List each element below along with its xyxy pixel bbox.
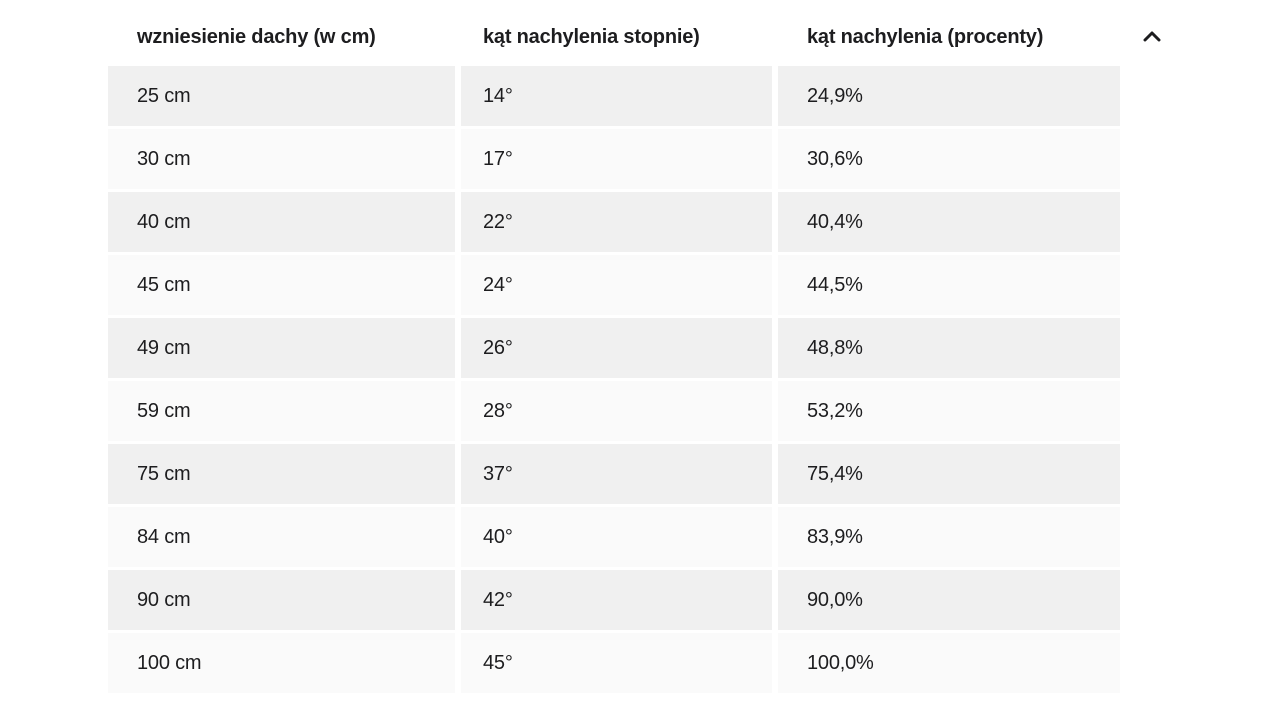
table-row: 49 cm 26° 48,8%	[108, 318, 1178, 378]
table-cell: 24°	[461, 255, 772, 315]
table-row: 84 cm 40° 83,9%	[108, 507, 1178, 567]
sort-button[interactable]	[1137, 25, 1167, 49]
table-cell: 22°	[461, 192, 772, 252]
table-cell: 49 cm	[108, 318, 455, 378]
roof-pitch-table: wzniesienie dachy (w cm) kąt nachylenia …	[108, 8, 1178, 696]
table-cell: 40,4%	[778, 192, 1120, 252]
table-cell: 83,9%	[778, 507, 1120, 567]
table-row: 90 cm 42° 90,0%	[108, 570, 1178, 630]
table-cell: 45°	[461, 633, 772, 693]
table-cell: 30,6%	[778, 129, 1120, 189]
table-row: 40 cm 22° 40,4%	[108, 192, 1178, 252]
table-cell: 25 cm	[108, 66, 455, 126]
table-cell: 17°	[461, 129, 772, 189]
table-cell: 48,8%	[778, 318, 1120, 378]
column-header-kat-procenty: kąt nachylenia (procenty)	[807, 25, 1044, 48]
table-cell: 75 cm	[108, 444, 455, 504]
table-cell: 42°	[461, 570, 772, 630]
table-cell: 45 cm	[108, 255, 455, 315]
column-header-kat-stopnie: kąt nachylenia stopnie)	[483, 25, 700, 48]
table-cell: 24,9%	[778, 66, 1120, 126]
chevron-up-icon	[1139, 27, 1165, 47]
table-cell: 37°	[461, 444, 772, 504]
table-row: 75 cm 37° 75,4%	[108, 444, 1178, 504]
table-cell: 75,4%	[778, 444, 1120, 504]
table-cell: 100 cm	[108, 633, 455, 693]
table-row: 30 cm 17° 30,6%	[108, 129, 1178, 189]
table-body: 25 cm 14° 24,9% 30 cm 17° 30,6% 40 cm 22° 40,4% 4…	[108, 66, 1178, 693]
table-cell: 100,0%	[778, 633, 1120, 693]
table-cell: 90 cm	[108, 570, 455, 630]
table-cell: 14°	[461, 66, 772, 126]
table-cell: 26°	[461, 318, 772, 378]
table-cell: 28°	[461, 381, 772, 441]
table-row: 45 cm 24° 44,5%	[108, 255, 1178, 315]
table-row: 59 cm 28° 53,2%	[108, 381, 1178, 441]
table-row: 100 cm 45° 100,0%	[108, 633, 1178, 693]
column-header-wzniesienie: wzniesienie dachy (w cm)	[137, 25, 376, 48]
table-header: wzniesienie dachy (w cm) kąt nachylenia …	[108, 8, 1178, 66]
table-cell: 59 cm	[108, 381, 455, 441]
table-cell: 40°	[461, 507, 772, 567]
table-row: 25 cm 14° 24,9%	[108, 66, 1178, 126]
table-cell: 44,5%	[778, 255, 1120, 315]
table-cell: 30 cm	[108, 129, 455, 189]
table-cell: 90,0%	[778, 570, 1120, 630]
table-cell: 84 cm	[108, 507, 455, 567]
table-cell: 40 cm	[108, 192, 455, 252]
table-cell: 53,2%	[778, 381, 1120, 441]
